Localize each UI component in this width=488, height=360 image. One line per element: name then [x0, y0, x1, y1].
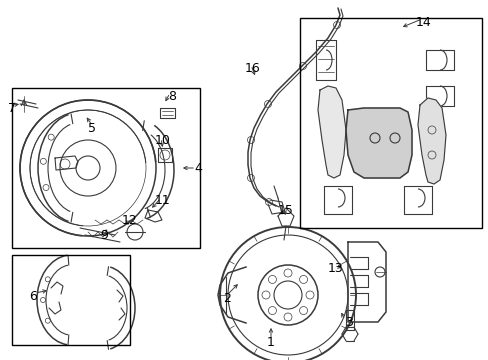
Polygon shape: [317, 86, 346, 178]
Text: 12: 12: [122, 213, 138, 226]
Text: 11: 11: [155, 194, 170, 207]
Bar: [299, 18, 481, 228]
Text: 3: 3: [345, 315, 352, 328]
Text: 2: 2: [223, 292, 230, 305]
Text: 13: 13: [327, 261, 343, 274]
Text: 14: 14: [415, 15, 431, 28]
Text: 16: 16: [244, 62, 260, 75]
Text: 9: 9: [100, 229, 108, 242]
Text: 4: 4: [194, 162, 202, 175]
Text: 10: 10: [155, 134, 171, 147]
Text: 8: 8: [168, 90, 176, 103]
Polygon shape: [417, 98, 445, 184]
Text: 7: 7: [8, 102, 16, 114]
Text: 1: 1: [266, 337, 274, 350]
Bar: [12, 88, 200, 248]
Text: 15: 15: [278, 203, 293, 216]
Text: 6: 6: [29, 289, 37, 302]
Text: 5: 5: [88, 122, 96, 135]
Bar: [12, 255, 130, 345]
Polygon shape: [346, 108, 411, 178]
